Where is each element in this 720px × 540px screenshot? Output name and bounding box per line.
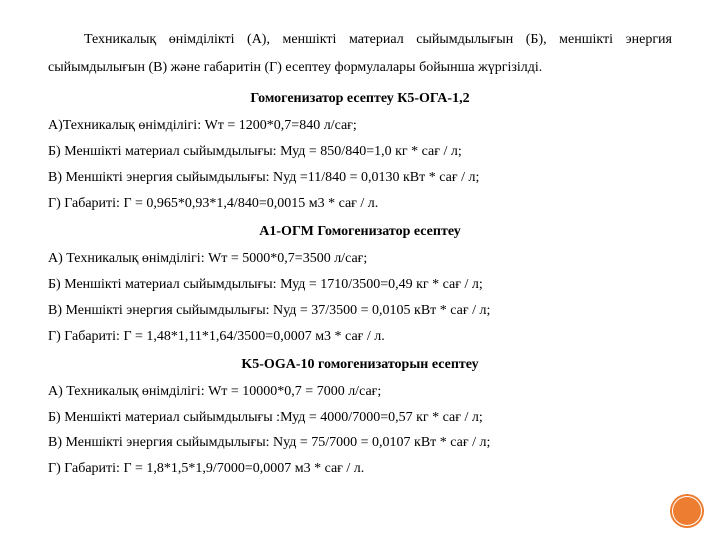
calc-line: В) Меншікті энергия сыйымдылығы: Nуд = 7… <box>48 430 672 456</box>
calc-line: Г) Габариті: Г = 0,965*0,93*1,4/840=0,00… <box>48 191 672 217</box>
intro-paragraph: Техникалық өнімділікті (А), меншікті мат… <box>48 26 672 82</box>
calc-line: Г) Габариті: Г = 1,48*1,11*1,64/3500=0,0… <box>48 324 672 350</box>
calc-line: В) Меншікті энергия сыйымдылығы: Nуд =11… <box>48 165 672 191</box>
section-heading: Гомогенизатор есептеу К5-ОГА-1,2 <box>48 86 672 111</box>
section-heading: A1-ОГМ Гомогенизатор есептеу <box>48 219 672 244</box>
calc-line: Г) Габариті: Г = 1,8*1,5*1,9/7000=0,0007… <box>48 456 672 482</box>
calc-line: А)Техникалық өнімділігі: Wт = 1200*0,7=8… <box>48 113 672 139</box>
calc-line: В) Меншікті энергия сыйымдылығы: Nуд = 3… <box>48 298 672 324</box>
calc-line: Б) Меншікті материал сыйымдылығы :Муд = … <box>48 405 672 431</box>
slide-number-dot <box>672 496 702 526</box>
section-heading: K5-OGA-10 гомогенизаторын есептеу <box>48 352 672 377</box>
calc-line: Б) Меншікті материал сыйымдылығы: Муд = … <box>48 139 672 165</box>
calc-line: А) Техникалық өнімділігі: Wт = 5000*0,7=… <box>48 246 672 272</box>
document-page: Техникалық өнімділікті (А), меншікті мат… <box>0 0 720 540</box>
calc-line: Б) Меншікті материал сыйымдылығы: Муд = … <box>48 272 672 298</box>
calc-line: А) Техникалық өнімділігі: Wт = 10000*0,7… <box>48 379 672 405</box>
